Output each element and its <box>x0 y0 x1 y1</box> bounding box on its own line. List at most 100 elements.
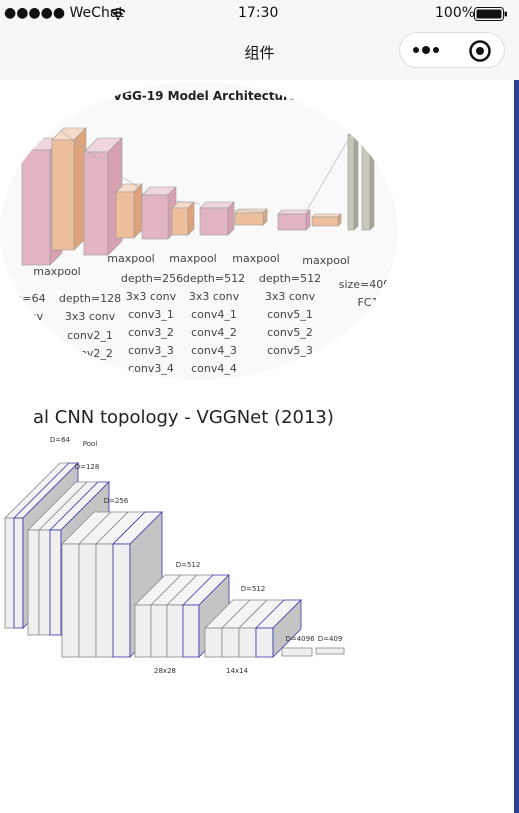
slab-front <box>61 543 80 658</box>
block-side <box>353 130 359 231</box>
slab-front <box>13 517 24 629</box>
slab-front <box>204 627 223 658</box>
diagram-label: maxpool <box>302 254 349 267</box>
diagram-label: maxpool <box>232 252 279 265</box>
diagram-label: conv4_4 <box>191 362 237 375</box>
slab-front <box>95 543 114 658</box>
diagram-label: FC1 <box>357 296 378 309</box>
slab-front <box>38 529 51 636</box>
diagram-label: maxpool <box>107 252 154 265</box>
capsule <box>399 32 505 68</box>
diagram-label: conv2_1 <box>67 329 113 342</box>
wifi-icon <box>110 8 126 20</box>
diagram-label: D=512 <box>241 585 266 593</box>
diagram-label: 3x3 conv <box>189 290 240 303</box>
battery-percent: 100% <box>435 5 476 21</box>
diagram-label: 3x3 conv <box>265 290 316 303</box>
block-front <box>361 144 371 231</box>
diagram-label: 14x14 <box>226 667 249 675</box>
block-side <box>227 201 235 236</box>
block-side <box>369 140 375 231</box>
diagram-label: depth=128 <box>59 292 121 305</box>
diagram-label: conv4_1 <box>191 308 237 321</box>
diagram-label: 3x3 conv <box>65 310 116 323</box>
close-button[interactable] <box>468 39 492 63</box>
nav-title: 组件 <box>244 44 275 62</box>
slab-front <box>150 604 168 658</box>
block-front <box>21 149 51 266</box>
slab-front <box>134 604 152 658</box>
block-top <box>361 140 375 146</box>
diagram-label: conv4_2 <box>191 326 237 339</box>
connector <box>229 209 271 213</box>
diagram-label: depth=512 <box>183 272 245 285</box>
block-top <box>311 213 342 218</box>
block-top <box>277 209 311 215</box>
diagram-label: depth=64 <box>0 292 46 305</box>
block-front <box>115 191 135 239</box>
more-button[interactable] <box>410 41 442 59</box>
diagram-label: D=64 <box>50 436 71 444</box>
clock: 17:30 <box>238 5 279 21</box>
block-front <box>277 213 307 231</box>
status-bar: ●●●●● WeChat 17:30 100% <box>0 0 519 28</box>
connector <box>169 199 201 205</box>
block-front <box>51 139 75 251</box>
image-title: VGG-19 Model Architecture <box>113 89 297 103</box>
diagram-label: Pool <box>83 440 98 448</box>
slab-front <box>166 604 184 658</box>
fc-block <box>315 647 345 655</box>
slab-front <box>4 517 15 629</box>
diagram-label: D=512 <box>176 561 201 569</box>
block-front <box>83 151 109 256</box>
diagram-label: depth=256 <box>121 272 183 285</box>
slab-front <box>49 529 62 636</box>
diagram-label: D=4096 <box>285 635 315 643</box>
diagram-label: conv3_1 <box>128 308 174 321</box>
carrier: ●●●●● WeChat <box>4 5 124 21</box>
block-side <box>305 209 311 231</box>
block-front <box>199 207 229 236</box>
fc-block <box>281 647 313 657</box>
slab-front <box>221 627 240 658</box>
slab-front <box>182 604 200 658</box>
diagram-label: D=128 <box>75 463 100 471</box>
block-front <box>311 216 339 227</box>
diagram-label: size=4096 <box>339 278 398 291</box>
diagram-label: 3x3 conv <box>126 290 177 303</box>
scroll-edge <box>514 80 519 813</box>
slab-front <box>78 543 97 658</box>
vgg19-image: VGG-19 Model Architecture maxpool maxpool m… <box>0 82 398 380</box>
block-front <box>141 194 169 240</box>
diagram-label: conv3_2 <box>128 326 174 339</box>
connector <box>59 129 99 161</box>
block-front <box>171 207 189 236</box>
block-side <box>133 183 143 239</box>
image-title: al CNN topology - VGGNet (2013) <box>33 407 334 428</box>
diagram-label: maxpool <box>33 265 80 278</box>
diagram-label: conv5_1 <box>267 308 313 321</box>
content: VGG-19 Model Architecture maxpool maxpool m… <box>0 82 398 683</box>
diagram-label: D=256 <box>104 497 129 505</box>
battery-icon <box>474 7 507 21</box>
block-top <box>347 130 359 136</box>
nav-bar: 组件 <box>0 28 519 80</box>
block-front <box>234 212 264 226</box>
diagram-label: conv3_4 <box>128 362 174 375</box>
slab-side <box>272 599 302 658</box>
diagram-label: 28x28 <box>154 667 176 675</box>
diagram-label: depth=512 <box>259 272 321 285</box>
vggnet-image: al CNN topology - VGGNet (2013) D=64 Pool D… <box>0 398 346 683</box>
slab-front <box>238 627 257 658</box>
diagram-label: conv5_2 <box>267 326 313 339</box>
diagram-label: D=409 <box>318 635 343 643</box>
slab-front <box>112 543 131 658</box>
diagram-label: conv2_2 <box>67 347 113 360</box>
diagram-label: conv3_3 <box>128 344 174 357</box>
block-front <box>347 134 355 231</box>
slab-front <box>255 627 274 658</box>
diagram-label: maxpool <box>169 252 216 265</box>
slab-front <box>27 529 40 636</box>
diagram-label: 3x3 conv <box>0 310 44 323</box>
